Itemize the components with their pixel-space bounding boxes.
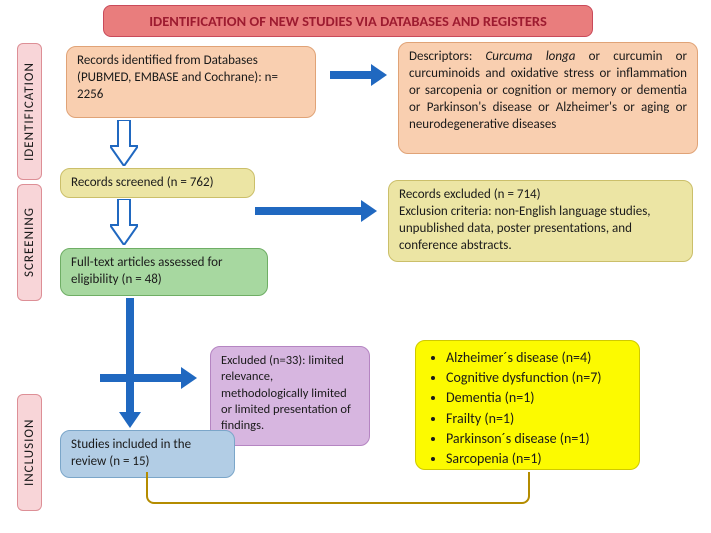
arrow-screened-to-fulltext <box>110 199 138 245</box>
outcome-item: Sarcopenia (n=1) <box>446 450 629 468</box>
descriptors-italic: Curcuma longa <box>486 49 576 64</box>
included-box: Studies included in the review (n = 15) <box>60 430 235 478</box>
outcome-item: Frailty (n=1) <box>446 410 629 428</box>
outcome-item: Dementia (n=1) <box>446 389 629 407</box>
title-banner: IDENTIFICATION OF NEW STUDIES VIA DATABA… <box>103 5 593 37</box>
bracket-included-outcomes <box>146 472 530 504</box>
outcome-item: Parkinson´s disease (n=1) <box>446 430 629 448</box>
outcome-item: Cognitive dysfunction (n=7) <box>446 369 629 387</box>
identification-label: IDENTIFICATION <box>17 43 42 180</box>
descriptors-box: Descriptors: Curcuma longa or curcumin o… <box>398 42 698 154</box>
fulltext-box: Full-text articles assessed for eligibil… <box>60 248 268 296</box>
outcome-item: Alzheimer´s disease (n=4) <box>446 349 629 367</box>
records-screened-box: Records screened (n = 762) <box>60 168 255 198</box>
records-identified-box: Records identified from Databases (PUBME… <box>66 46 316 118</box>
records-excluded-box: Records excluded (n = 714) Exclusion cri… <box>388 180 693 262</box>
inclusion-label: INCLUSION <box>17 394 42 511</box>
excluded33-box: Excluded (n=33): limited relevance, meth… <box>210 346 370 446</box>
descriptors-prefix: Descriptors: <box>409 49 486 64</box>
outcomes-list: Alzheimer´s disease (n=4) Cognitive dysf… <box>426 349 629 468</box>
arrow-identified-to-screened <box>110 120 138 166</box>
outcomes-box: Alzheimer´s disease (n=4) Cognitive dysf… <box>415 340 640 470</box>
screening-label: SCREENING <box>17 184 42 301</box>
